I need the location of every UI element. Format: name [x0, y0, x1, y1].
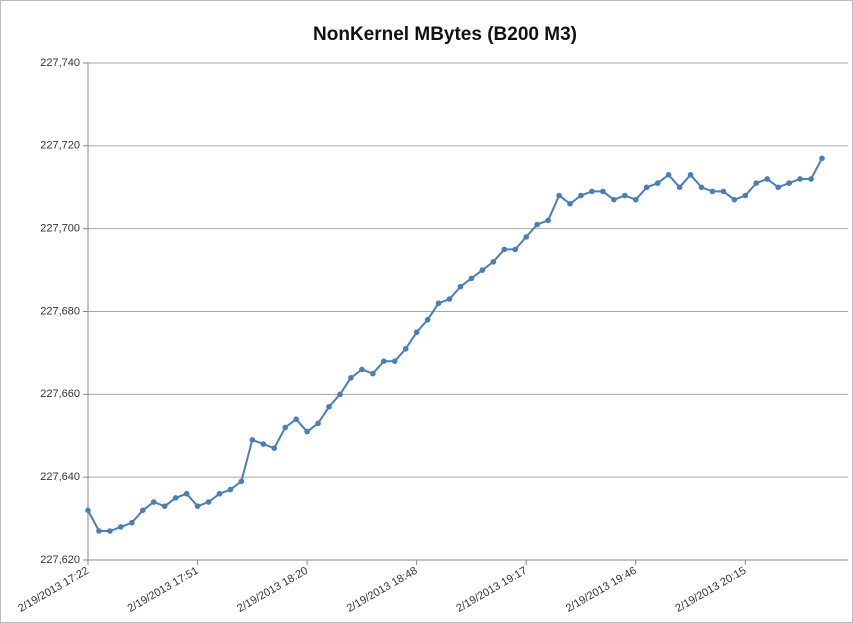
point-marker	[326, 403, 332, 410]
point-marker	[632, 196, 639, 203]
y-tick-label: 227,720	[40, 140, 80, 152]
point-marker	[556, 192, 562, 199]
point-marker	[96, 528, 102, 534]
point-marker	[194, 503, 201, 509]
y-tick-label: 227,640	[40, 471, 80, 483]
point-marker	[391, 358, 398, 365]
point-marker	[118, 524, 124, 530]
point-marker	[567, 201, 573, 207]
point-marker	[501, 246, 508, 253]
point-marker	[731, 196, 738, 203]
y-tick-label: 227,660	[40, 388, 80, 400]
point-marker	[304, 428, 310, 435]
point-marker	[753, 180, 760, 186]
point-marker	[479, 267, 486, 273]
point-marker	[227, 486, 234, 493]
point-marker	[457, 283, 464, 290]
point-marker	[490, 259, 497, 265]
point-marker	[687, 172, 694, 178]
point-marker	[370, 370, 376, 377]
point-marker	[622, 192, 628, 199]
point-marker	[589, 188, 595, 195]
point-marker	[183, 490, 190, 497]
point-marker	[654, 180, 661, 186]
point-marker	[216, 490, 223, 497]
point-marker	[698, 184, 705, 191]
point-marker	[512, 246, 519, 253]
point-marker	[205, 499, 212, 505]
point-marker	[359, 366, 365, 373]
point-marker	[129, 519, 135, 526]
point-marker	[786, 180, 792, 186]
point-marker	[348, 374, 354, 381]
point-marker	[424, 316, 431, 323]
point-marker	[808, 176, 814, 182]
point-marker	[611, 196, 617, 203]
point-marker	[643, 184, 650, 191]
point-marker	[380, 358, 387, 365]
point-marker	[150, 499, 157, 505]
point-marker	[402, 345, 409, 352]
point-marker	[720, 188, 727, 195]
point-marker	[446, 296, 453, 302]
point-marker	[676, 184, 683, 191]
point-marker	[742, 192, 749, 199]
point-marker	[600, 188, 606, 195]
point-marker	[764, 176, 771, 182]
point-marker	[238, 478, 245, 485]
point-marker	[161, 503, 168, 509]
point-marker	[523, 234, 530, 240]
y-tick-label: 227,680	[40, 305, 80, 317]
point-marker	[260, 441, 267, 447]
point-marker	[578, 192, 584, 199]
point-marker	[139, 507, 146, 514]
point-marker	[545, 217, 551, 224]
chart-title: NonKernel MBytes (B200 M3)	[313, 24, 577, 45]
point-marker	[85, 507, 91, 514]
point-marker	[337, 391, 343, 398]
point-marker	[315, 420, 321, 427]
point-marker	[709, 188, 716, 195]
point-marker	[293, 416, 299, 422]
point-marker	[172, 495, 179, 501]
point-marker	[282, 424, 288, 431]
point-marker	[797, 176, 803, 182]
point-marker	[271, 445, 278, 451]
y-tick-label: 227,740	[40, 57, 80, 69]
point-marker	[468, 275, 475, 282]
point-marker	[107, 528, 113, 534]
point-marker	[665, 172, 672, 178]
point-marker	[534, 221, 540, 228]
point-marker	[413, 329, 420, 336]
point-marker	[249, 437, 256, 443]
y-tick-label: 227,620	[40, 554, 80, 566]
point-marker	[819, 155, 825, 162]
y-tick-label: 227,700	[40, 223, 80, 235]
point-marker	[775, 184, 781, 191]
point-marker	[435, 300, 442, 307]
